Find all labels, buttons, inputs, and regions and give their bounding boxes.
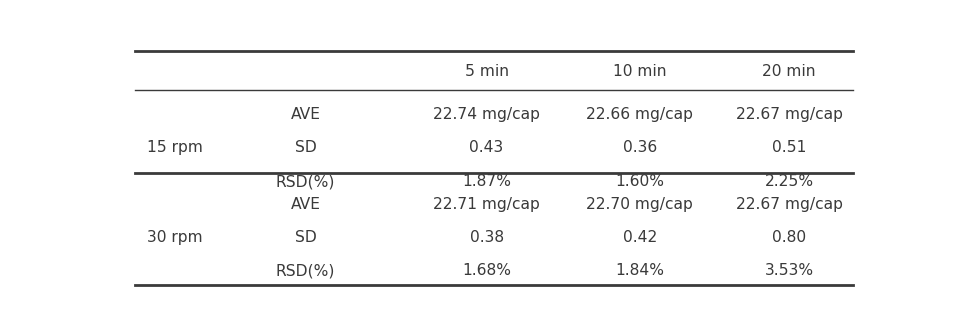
Text: 22.67 mg/cap: 22.67 mg/cap — [736, 107, 843, 122]
Text: 20 min: 20 min — [763, 64, 816, 79]
Text: 22.67 mg/cap: 22.67 mg/cap — [736, 197, 843, 212]
Text: 22.74 mg/cap: 22.74 mg/cap — [433, 107, 540, 122]
Text: 22.66 mg/cap: 22.66 mg/cap — [586, 107, 693, 122]
Text: RSD(%): RSD(%) — [276, 174, 335, 189]
Text: 5 min: 5 min — [465, 64, 509, 79]
Text: 1.60%: 1.60% — [615, 174, 664, 189]
Text: 10 min: 10 min — [613, 64, 666, 79]
Text: 0.36: 0.36 — [623, 140, 656, 155]
Text: 1.87%: 1.87% — [462, 174, 511, 189]
Text: 30 rpm: 30 rpm — [147, 230, 202, 245]
Text: AVE: AVE — [290, 197, 320, 212]
Text: 22.71 mg/cap: 22.71 mg/cap — [433, 197, 540, 212]
Text: 0.38: 0.38 — [469, 230, 503, 245]
Text: 0.42: 0.42 — [623, 230, 656, 245]
Text: 0.51: 0.51 — [772, 140, 806, 155]
Text: 0.80: 0.80 — [772, 230, 806, 245]
Text: SD: SD — [295, 230, 316, 245]
Text: 3.53%: 3.53% — [764, 263, 814, 278]
Text: 1.68%: 1.68% — [462, 263, 511, 278]
Text: 0.43: 0.43 — [469, 140, 504, 155]
Text: AVE: AVE — [290, 107, 320, 122]
Text: RSD(%): RSD(%) — [276, 263, 335, 278]
Text: 15 rpm: 15 rpm — [147, 140, 202, 155]
Text: 1.84%: 1.84% — [615, 263, 664, 278]
Text: SD: SD — [295, 140, 316, 155]
Text: 2.25%: 2.25% — [764, 174, 814, 189]
Text: 22.70 mg/cap: 22.70 mg/cap — [586, 197, 693, 212]
